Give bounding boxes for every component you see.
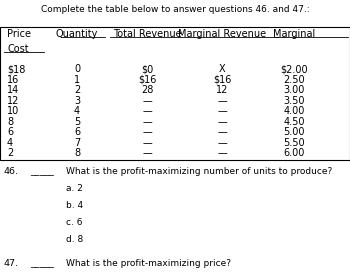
Text: 0: 0 — [74, 64, 80, 74]
Text: Marginal Revenue: Marginal Revenue — [178, 29, 266, 39]
Text: —: — — [142, 96, 152, 106]
Text: _____: _____ — [30, 259, 54, 268]
Text: Quantity: Quantity — [56, 29, 98, 39]
Text: $16: $16 — [138, 75, 156, 85]
Text: 4.50: 4.50 — [283, 117, 305, 127]
Text: X: X — [219, 64, 225, 74]
Text: $18: $18 — [7, 64, 25, 74]
Text: 4.00: 4.00 — [283, 106, 305, 116]
Text: 12: 12 — [7, 96, 19, 106]
Text: 47.: 47. — [4, 259, 19, 268]
Text: Marginal: Marginal — [273, 29, 315, 39]
Text: —: — — [142, 117, 152, 127]
Text: 6: 6 — [74, 127, 80, 137]
Text: 3.00: 3.00 — [283, 85, 305, 95]
Text: 12: 12 — [216, 85, 229, 95]
Text: Price: Price — [7, 29, 31, 39]
Text: 6.00: 6.00 — [283, 149, 305, 158]
Text: _____: _____ — [30, 167, 54, 176]
Text: —: — — [142, 138, 152, 148]
Text: 28: 28 — [141, 85, 153, 95]
Text: —: — — [217, 149, 227, 158]
Text: —: — — [217, 138, 227, 148]
Text: —: — — [217, 117, 227, 127]
Text: $16: $16 — [213, 75, 231, 85]
Text: c. 6: c. 6 — [66, 218, 83, 227]
Text: 7: 7 — [74, 138, 80, 148]
Text: —: — — [142, 106, 152, 116]
Text: 16: 16 — [7, 75, 19, 85]
Text: What is the profit-maximizing price?: What is the profit-maximizing price? — [66, 259, 231, 268]
Text: 3: 3 — [74, 96, 80, 106]
Text: 5: 5 — [74, 117, 80, 127]
Text: 2: 2 — [7, 149, 13, 158]
Text: 8: 8 — [74, 149, 80, 158]
Text: 46.: 46. — [4, 167, 19, 176]
Text: 2.50: 2.50 — [283, 75, 305, 85]
Text: What is the profit-maximizing number of units to produce?: What is the profit-maximizing number of … — [66, 167, 333, 176]
Text: —: — — [217, 127, 227, 137]
Text: 10: 10 — [7, 106, 19, 116]
Text: 1: 1 — [74, 75, 80, 85]
Text: 4: 4 — [74, 106, 80, 116]
Text: b. 4: b. 4 — [66, 201, 84, 210]
Text: —: — — [142, 149, 152, 158]
Text: $0: $0 — [141, 64, 153, 74]
Text: 2: 2 — [74, 85, 80, 95]
Text: Cost: Cost — [7, 44, 29, 54]
Text: —: — — [217, 106, 227, 116]
Text: Total Revenue: Total Revenue — [113, 29, 181, 39]
Text: a. 2: a. 2 — [66, 184, 83, 193]
Text: —: — — [142, 127, 152, 137]
Text: 3.50: 3.50 — [283, 96, 305, 106]
Text: 14: 14 — [7, 85, 19, 95]
Text: 5.50: 5.50 — [283, 138, 305, 148]
Text: 8: 8 — [7, 117, 13, 127]
Text: —: — — [217, 96, 227, 106]
Text: 4: 4 — [7, 138, 13, 148]
Text: 6: 6 — [7, 127, 13, 137]
Text: 5.00: 5.00 — [283, 127, 305, 137]
Text: Complete the table below to answer questions 46. and 47.:: Complete the table below to answer quest… — [41, 5, 309, 15]
Text: $2.00: $2.00 — [280, 64, 308, 74]
Text: d. 8: d. 8 — [66, 235, 84, 244]
